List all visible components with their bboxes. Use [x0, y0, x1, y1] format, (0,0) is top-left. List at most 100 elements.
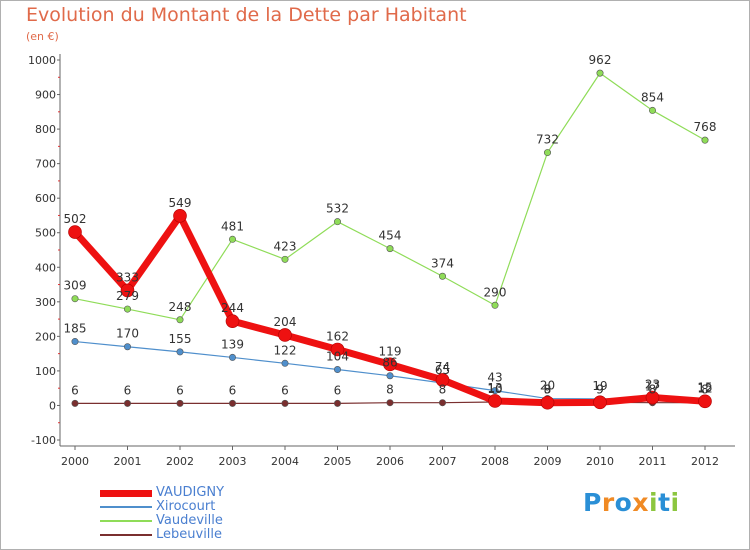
data-point — [701, 136, 709, 144]
data-point — [124, 305, 132, 313]
data-label: 204 — [274, 315, 297, 329]
data-label: 481 — [221, 219, 244, 233]
data-label: 8 — [544, 383, 552, 397]
x-tick-label: 2008 — [481, 455, 509, 468]
data-point — [281, 255, 289, 263]
x-tick-label: 2001 — [114, 455, 142, 468]
legend-swatch-vaudigny — [100, 490, 152, 497]
data-point — [281, 399, 289, 407]
data-point — [124, 399, 132, 407]
data-point — [333, 218, 341, 226]
x-tick-label: 2012 — [691, 455, 719, 468]
data-point — [645, 390, 660, 405]
x-tick-label: 2010 — [586, 455, 614, 468]
x-tick-label: 2002 — [166, 455, 194, 468]
data-label: 15 — [697, 380, 712, 394]
x-tick-label: 2003 — [219, 455, 247, 468]
data-point — [176, 316, 184, 324]
data-label: 185 — [64, 322, 87, 336]
data-label: 23 — [645, 378, 660, 392]
data-point — [491, 387, 499, 395]
data-label: 13 — [487, 381, 502, 395]
data-label: 6 — [229, 383, 237, 397]
data-label: 8 — [439, 383, 447, 397]
x-tick-label: 2000 — [61, 455, 89, 468]
data-label: 732 — [536, 133, 559, 147]
brand-letter: i — [649, 488, 659, 517]
x-tick-label: 2009 — [534, 455, 562, 468]
data-label: 139 — [221, 337, 244, 351]
data-label: 43 — [487, 371, 502, 385]
data-point — [593, 395, 607, 410]
data-label: 119 — [379, 344, 402, 358]
data-label: 854 — [641, 90, 664, 104]
data-point — [386, 245, 394, 253]
y-tick-label: 200 — [35, 330, 56, 343]
data-label: 374 — [431, 256, 454, 270]
data-point — [229, 235, 237, 243]
data-point — [488, 394, 502, 408]
data-label: 8 — [701, 383, 709, 397]
data-point — [698, 394, 712, 409]
data-label: 155 — [169, 332, 192, 346]
data-label: 86 — [382, 356, 397, 370]
data-point — [438, 272, 446, 280]
data-label: 9 — [596, 382, 604, 396]
data-label: 10 — [487, 382, 502, 396]
data-label: 502 — [64, 212, 87, 226]
x-tick-label: 2006 — [376, 455, 404, 468]
data-point — [435, 373, 450, 387]
y-tick-label: 300 — [35, 296, 56, 309]
brand-letter: o — [614, 488, 633, 517]
data-point — [71, 399, 79, 407]
legend-label-vaudeville: Vaudeville — [156, 513, 223, 528]
data-label: 9 — [596, 382, 604, 396]
brand-letter: i — [670, 488, 680, 517]
data-point — [225, 314, 240, 328]
data-label: 8 — [649, 383, 657, 397]
data-point — [120, 283, 135, 298]
data-point — [173, 209, 187, 223]
y-tick-label: -100 — [31, 434, 56, 447]
brand-letter: r — [601, 488, 615, 517]
chart-title: Evolution du Montant de la Dette par Hab… — [26, 4, 467, 26]
data-point — [229, 399, 237, 407]
data-label: 8 — [386, 383, 394, 397]
chart-subtitle: (en €) — [26, 30, 59, 43]
data-label: 6 — [71, 383, 79, 397]
x-tick-label: 2007 — [429, 455, 457, 468]
data-label: 309 — [64, 279, 87, 293]
data-point — [648, 106, 656, 114]
y-tick-label: 600 — [35, 192, 56, 205]
data-point — [71, 338, 79, 346]
y-tick-label: 800 — [35, 123, 56, 136]
data-label: 454 — [379, 229, 402, 243]
data-point — [124, 343, 132, 351]
data-point — [438, 399, 446, 407]
data-label: 768 — [694, 120, 717, 134]
y-tick-label: 0 — [49, 399, 56, 412]
data-label: 6 — [334, 383, 342, 397]
data-point — [383, 357, 397, 372]
data-label: 122 — [274, 343, 297, 357]
data-point — [71, 295, 79, 303]
data-label: 290 — [484, 285, 507, 299]
line-chart: -100 0 100 200 300 400 500 600 700 800 900 1000 2000… — [28, 53, 735, 468]
data-point — [176, 348, 184, 356]
y-tick-label: 900 — [35, 89, 56, 102]
data-label: 423 — [274, 239, 297, 253]
data-label: 248 — [169, 300, 192, 314]
data-point — [386, 372, 394, 380]
data-label: 6 — [124, 383, 132, 397]
data-label: 104 — [326, 350, 349, 364]
data-label: 279 — [116, 289, 139, 303]
data-label: 244 — [221, 301, 244, 315]
data-label: 19 — [592, 379, 607, 393]
legend-swatch-lebeuville — [100, 534, 152, 536]
data-label: 532 — [326, 202, 349, 216]
data-label: 162 — [326, 329, 349, 343]
data-point — [281, 359, 289, 367]
data-point — [330, 342, 345, 357]
data-point — [491, 301, 499, 309]
